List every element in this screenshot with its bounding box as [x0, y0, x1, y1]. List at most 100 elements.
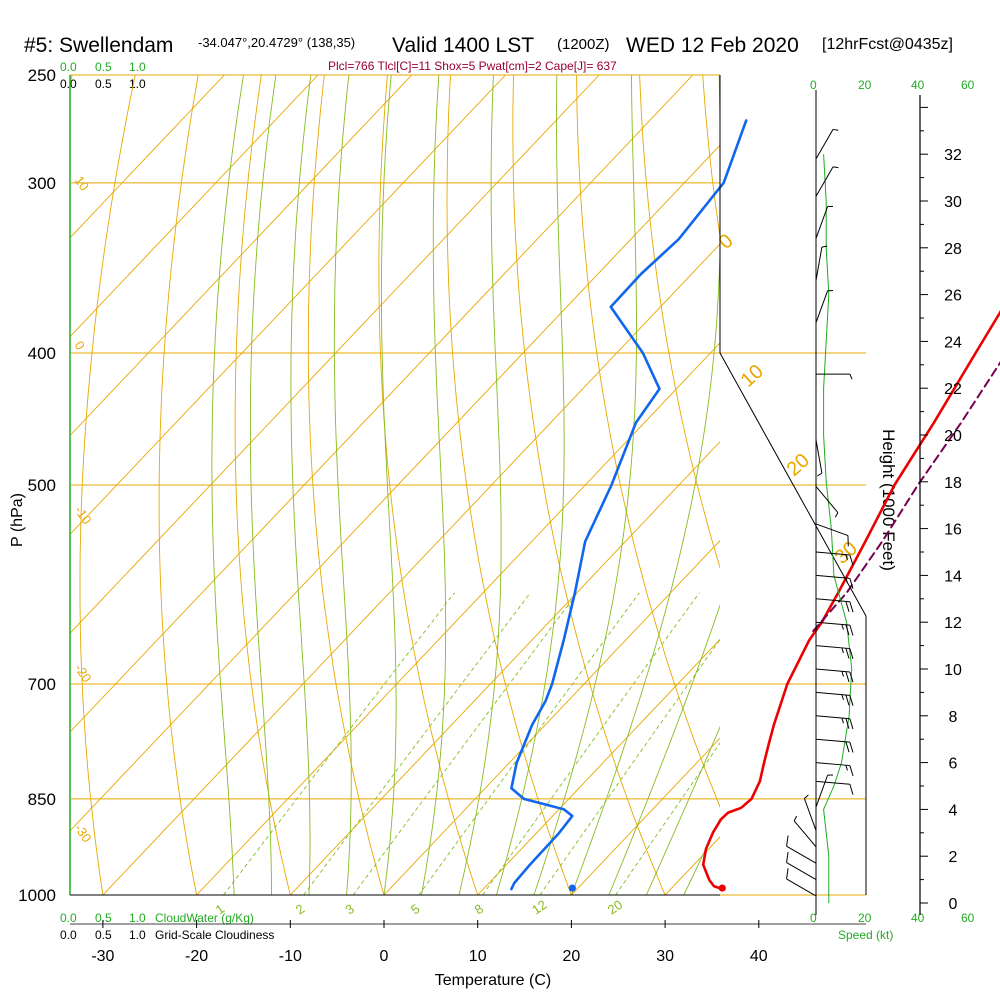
wind-barb	[816, 440, 822, 476]
isotherm-line	[853, 75, 1000, 895]
moist-adiabat-line	[212, 63, 246, 895]
wind-barb-half-flag	[835, 513, 838, 518]
wind-barb	[816, 775, 833, 807]
wind-barb-staff	[816, 781, 850, 784]
wind-barb-staff	[804, 799, 816, 831]
forecast-date: WED 12 Feb 2020	[626, 34, 799, 57]
wind-barb-flag	[846, 601, 849, 611]
height-tick-label: 2	[949, 849, 958, 866]
wind-barb-half-flag	[842, 648, 844, 653]
wind-barb-half-flag	[833, 129, 838, 130]
height-tick-label: 0	[949, 896, 958, 913]
cloudiness-tick: 0.0	[60, 928, 77, 942]
mixing-ratio-label: 2	[293, 901, 308, 917]
wind-barb-staff	[816, 716, 850, 719]
height-tick-label: 8	[949, 709, 958, 726]
moist-adiabat-line	[609, 63, 820, 895]
mixing-ratio-label: 5	[408, 901, 423, 917]
height-tick-label: 22	[944, 381, 962, 398]
cloudwater-tick: 0.0	[60, 911, 77, 925]
cloudiness-tick: 0.5	[95, 77, 112, 91]
mixing-ratio-label: 3	[342, 901, 357, 917]
wind-barb-flag	[787, 852, 789, 863]
speed-tick: 20	[858, 78, 872, 92]
mixing-ratio-label: 20	[605, 897, 625, 918]
height-tick-label: 16	[944, 522, 962, 539]
moist-adiabat-line	[496, 63, 564, 895]
wind-barb	[816, 692, 853, 705]
speed-tick: 20	[858, 911, 872, 925]
cloudwater-tick: 1.0	[129, 911, 146, 925]
surface-dewpoint-marker	[569, 884, 576, 891]
cloudwater-tick: 1.0	[129, 60, 146, 74]
moist-adiabat-line	[571, 63, 720, 895]
wind-barb-half-flag	[833, 167, 838, 168]
cloudwater-tick: 0.0	[60, 60, 77, 74]
x-tick-label: -10	[279, 948, 302, 965]
x-tick-label: 10	[469, 948, 487, 965]
wind-barb-staff	[816, 440, 822, 473]
dry-adiabat-label: -20	[72, 661, 95, 685]
wind-barb-flag	[850, 719, 853, 729]
dry-adiabat-label: -10	[72, 503, 95, 527]
forecast-run: [12hrFcst@0435z]	[822, 36, 953, 53]
speed-axis-label: Speed (kt)	[838, 928, 893, 942]
wind-barb	[816, 374, 852, 379]
x-tick-label: -30	[91, 948, 114, 965]
wind-barb	[804, 795, 816, 831]
isotherm-label: 20	[783, 449, 814, 480]
wind-barb	[816, 739, 853, 752]
height-tick-label: 12	[944, 615, 962, 632]
cloudiness-tick: 1.0	[129, 77, 146, 91]
cloudwater-scale-top: 0.0 0.5 1.0	[60, 60, 146, 74]
mixing-ratio-label: 12	[529, 897, 549, 918]
wind-barb-staff	[816, 129, 833, 158]
valid-time: Valid 1400 LST	[392, 34, 534, 57]
wind-barb-staff	[816, 763, 850, 766]
wind-barb-half-flag	[850, 374, 852, 379]
dry-adiabat-label: 10	[72, 173, 93, 193]
cloudiness-label: Grid-Scale Cloudiness	[155, 928, 274, 942]
dry-adiabat-label: 0	[72, 338, 88, 353]
cloudwater-label: CloudWater (g/Kg)	[155, 911, 254, 925]
wind-barb	[816, 246, 827, 281]
wind-barb-half-flag	[817, 473, 822, 476]
x-tick-label: 20	[563, 948, 581, 965]
height-axis-label: Height (1000 Feet)	[879, 429, 898, 571]
mixing-ratio-line	[419, 593, 639, 895]
height-tick-label: 20	[944, 428, 962, 445]
moist-adiabat-line	[291, 63, 313, 895]
wind-barb-flag	[846, 695, 849, 705]
wind-barb-flag	[787, 836, 789, 847]
thermo-background	[0, 63, 1000, 895]
wind-barb-flag	[850, 602, 853, 612]
pressure-tick-label: 300	[28, 174, 56, 193]
wind-barb	[816, 167, 838, 196]
moist-adiabat-line	[422, 63, 446, 895]
speed-tick: 40	[911, 78, 925, 92]
height-tick-label: 4	[949, 802, 958, 819]
wind-barb-flag	[850, 742, 853, 752]
wind-barb-half-flag	[842, 624, 844, 629]
wind-barb-staff	[794, 821, 816, 847]
speed-scale-top: 0 20 40 60	[810, 78, 975, 92]
isotherm-label: 30	[831, 537, 862, 568]
speed-tick: 0	[810, 78, 817, 92]
height-tick-label: 6	[949, 756, 958, 773]
isotherm-label: 0	[715, 230, 738, 254]
cloudwater-tick: 0.5	[95, 911, 112, 925]
x-tick-label: -20	[185, 948, 208, 965]
surface-temperature-marker	[719, 884, 726, 891]
wind-barb-staff	[816, 247, 822, 280]
station-coords: -34.047°,20.4729° (138,35)	[198, 35, 355, 50]
height-tick-label: 30	[944, 194, 962, 211]
pressure-tick-label: 1000	[18, 886, 56, 905]
zulu-time: (1200Z)	[557, 36, 610, 53]
wind-barb-staff	[787, 879, 816, 896]
moist-adiabat-line	[459, 63, 501, 895]
cloudiness-tick: 0.5	[95, 928, 112, 942]
wind-barb-flag	[850, 784, 853, 794]
wind-barb-flag	[846, 672, 849, 682]
